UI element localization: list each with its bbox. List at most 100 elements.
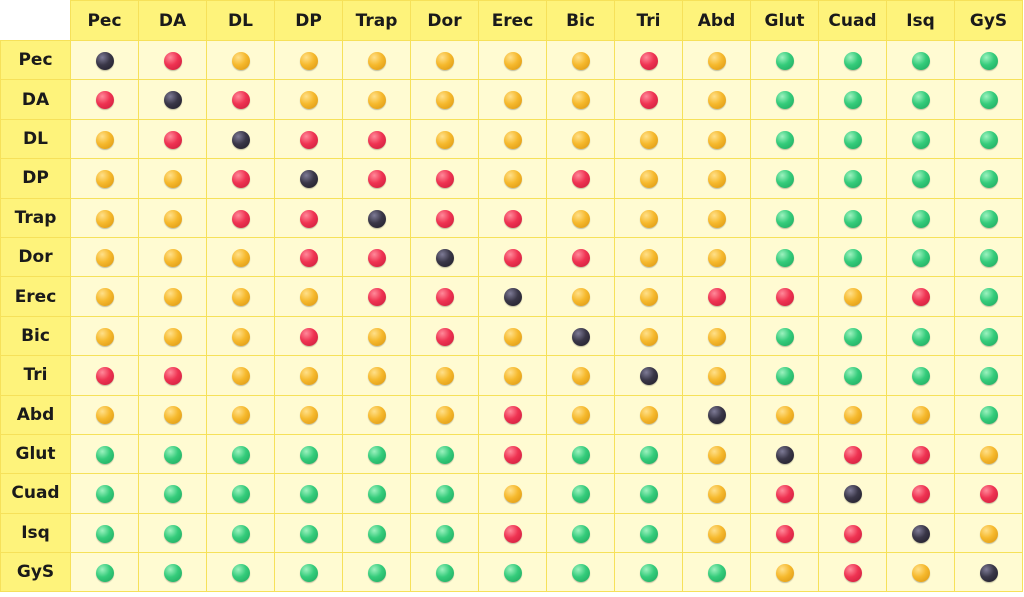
matrix-cell (138, 433, 207, 475)
matrix-cell (750, 315, 819, 357)
yellow-dot-icon (503, 485, 522, 504)
row-header-dp: DP (0, 158, 71, 199)
green-dot-icon (299, 485, 318, 504)
green-dot-icon (979, 288, 998, 307)
yellow-dot-icon (707, 209, 726, 228)
matrix-cell (546, 118, 615, 160)
matrix-cell (478, 197, 547, 238)
matrix-cell (342, 473, 411, 514)
green-dot-icon (435, 485, 454, 504)
matrix-cell (274, 79, 343, 120)
matrix-cell (70, 39, 139, 81)
matrix-cell (954, 512, 1023, 554)
matrix-cell (954, 236, 1023, 278)
matrix-cell (478, 433, 547, 475)
green-dot-icon (231, 524, 250, 543)
row-header-cuad: Cuad (0, 473, 71, 514)
matrix-cell (274, 552, 343, 593)
column-header-row: Pec DA DL DP Trap Dor Erec Bic Tri Abd Glut Cuad Isq… (0, 0, 1023, 41)
red-dot-icon (367, 130, 386, 149)
matrix-cell (954, 276, 1023, 317)
matrix-cell (818, 552, 887, 593)
column-header-dor: Dor (410, 0, 479, 41)
green-dot-icon (95, 445, 114, 464)
green-dot-icon (911, 130, 930, 149)
matrix-cell (70, 355, 139, 396)
matrix-cell (70, 79, 139, 120)
black-dot-icon (571, 327, 590, 346)
matrix-cell (546, 197, 615, 238)
matrix-cell (410, 512, 479, 554)
red-dot-icon (775, 288, 794, 307)
row-header-tri: Tri (0, 355, 71, 396)
green-dot-icon (911, 170, 930, 189)
yellow-dot-icon (571, 209, 590, 228)
matrix-cell (478, 355, 547, 396)
matrix-cell (682, 79, 751, 120)
matrix-cell (274, 118, 343, 160)
yellow-dot-icon (231, 406, 250, 425)
column-header-bic: Bic (546, 0, 615, 41)
yellow-dot-icon (367, 406, 386, 425)
matrix-cell (954, 552, 1023, 593)
yellow-dot-icon (95, 209, 114, 228)
yellow-dot-icon (707, 51, 726, 70)
yellow-dot-icon (707, 91, 726, 110)
matrix-cell (682, 394, 751, 435)
matrix-cell (954, 158, 1023, 199)
green-dot-icon (435, 564, 454, 583)
yellow-dot-icon (163, 209, 182, 228)
matrix-cell (70, 512, 139, 554)
black-dot-icon (979, 564, 998, 583)
row-header-dl: DL (0, 118, 71, 160)
green-dot-icon (979, 209, 998, 228)
matrix-cell (886, 158, 955, 199)
green-dot-icon (231, 445, 250, 464)
matrix-cell (682, 39, 751, 81)
matrix-cell (410, 315, 479, 357)
column-header-trap: Trap (342, 0, 411, 41)
green-dot-icon (775, 170, 794, 189)
green-dot-icon (979, 248, 998, 267)
matrix-cell (274, 394, 343, 435)
black-dot-icon (163, 91, 182, 110)
matrix-cell (614, 433, 683, 475)
matrix-cell (138, 394, 207, 435)
matrix-cell (478, 315, 547, 357)
matrix-cell (546, 473, 615, 514)
matrix-cell (750, 473, 819, 514)
yellow-dot-icon (95, 327, 114, 346)
row-header-trap: Trap (0, 197, 71, 238)
green-dot-icon (843, 130, 862, 149)
matrix-cell (750, 276, 819, 317)
matrix-row: DA (0, 79, 1023, 120)
green-dot-icon (911, 51, 930, 70)
matrix-cell (274, 158, 343, 199)
matrix-cell (818, 276, 887, 317)
red-dot-icon (503, 524, 522, 543)
matrix-cell (206, 118, 275, 160)
yellow-dot-icon (571, 288, 590, 307)
black-dot-icon (299, 170, 318, 189)
row-header-gys: GyS (0, 552, 71, 593)
matrix-row: Dor (0, 236, 1023, 278)
matrix-cell (546, 79, 615, 120)
column-header-da: DA (138, 0, 207, 41)
red-dot-icon (503, 248, 522, 267)
matrix-cell (886, 39, 955, 81)
red-dot-icon (435, 327, 454, 346)
green-dot-icon (911, 327, 930, 346)
matrix-cell (138, 552, 207, 593)
yellow-dot-icon (707, 248, 726, 267)
matrix-cell (546, 39, 615, 81)
green-dot-icon (367, 564, 386, 583)
matrix-cell (478, 39, 547, 81)
yellow-dot-icon (503, 170, 522, 189)
matrix-cell (886, 473, 955, 514)
red-dot-icon (843, 524, 862, 543)
yellow-dot-icon (639, 130, 658, 149)
red-dot-icon (231, 91, 250, 110)
green-dot-icon (163, 485, 182, 504)
yellow-dot-icon (707, 130, 726, 149)
